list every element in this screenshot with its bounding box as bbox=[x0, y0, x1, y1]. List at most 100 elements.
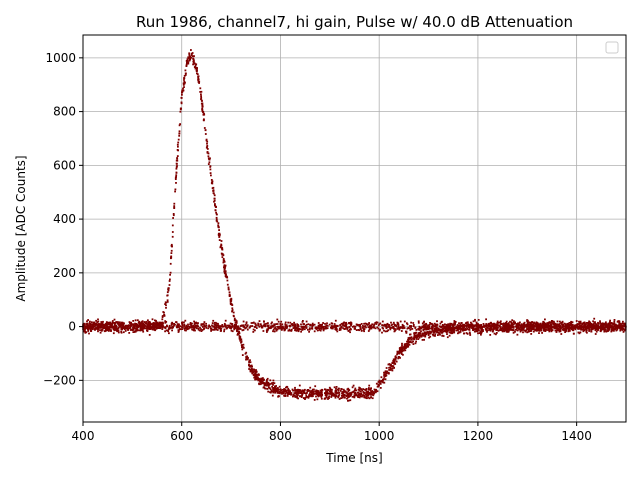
data-point bbox=[552, 326, 555, 328]
data-point bbox=[116, 321, 118, 324]
data-point bbox=[200, 93, 202, 96]
data-point bbox=[217, 226, 220, 229]
data-point bbox=[418, 325, 421, 328]
data-point bbox=[359, 395, 361, 398]
data-point bbox=[566, 322, 569, 325]
data-point bbox=[358, 386, 361, 389]
data-point bbox=[349, 331, 351, 334]
data-point bbox=[154, 326, 156, 328]
data-point bbox=[194, 324, 197, 327]
data-point bbox=[449, 323, 452, 326]
data-point bbox=[342, 322, 345, 324]
data-point bbox=[373, 326, 375, 329]
data-point bbox=[325, 325, 327, 328]
data-point bbox=[297, 397, 299, 400]
data-point bbox=[88, 322, 91, 325]
data-point bbox=[175, 174, 178, 177]
data-point bbox=[300, 390, 303, 393]
data-point bbox=[512, 329, 515, 332]
data-point bbox=[302, 327, 305, 330]
data-point bbox=[479, 330, 482, 333]
data-point bbox=[108, 330, 110, 332]
data-point bbox=[495, 332, 498, 334]
data-point bbox=[305, 320, 308, 323]
data-point bbox=[187, 323, 189, 326]
data-point bbox=[490, 324, 493, 326]
data-point bbox=[193, 61, 195, 63]
data-point bbox=[367, 330, 370, 332]
data-point bbox=[594, 333, 597, 335]
data-point bbox=[352, 390, 355, 393]
data-point bbox=[516, 323, 518, 326]
data-point bbox=[275, 390, 277, 393]
data-point bbox=[522, 322, 525, 325]
data-point bbox=[171, 245, 173, 248]
data-point bbox=[101, 328, 104, 331]
data-point bbox=[284, 392, 287, 395]
y-tick-label: 1000 bbox=[45, 51, 76, 65]
data-point bbox=[149, 323, 152, 326]
data-point bbox=[178, 130, 181, 133]
data-point bbox=[369, 389, 372, 391]
data-point bbox=[422, 334, 425, 337]
data-point bbox=[581, 323, 583, 325]
data-point bbox=[124, 325, 127, 328]
data-point bbox=[396, 327, 399, 330]
data-point bbox=[445, 330, 448, 333]
data-point bbox=[564, 325, 567, 327]
data-point bbox=[566, 325, 569, 328]
data-point bbox=[138, 320, 141, 323]
data-point bbox=[320, 326, 323, 329]
data-point bbox=[393, 323, 396, 326]
data-point bbox=[623, 325, 626, 328]
data-point bbox=[339, 324, 342, 326]
data-point bbox=[260, 325, 263, 327]
data-point bbox=[568, 324, 571, 327]
data-point bbox=[362, 394, 364, 396]
data-point bbox=[429, 327, 431, 330]
data-point bbox=[468, 326, 470, 328]
data-point bbox=[308, 389, 311, 392]
data-point bbox=[358, 392, 361, 395]
data-point bbox=[440, 331, 443, 334]
data-point bbox=[590, 328, 592, 331]
data-point bbox=[602, 324, 605, 327]
data-point bbox=[273, 327, 276, 330]
data-point bbox=[151, 318, 154, 321]
data-point bbox=[311, 324, 314, 327]
data-point bbox=[234, 323, 236, 326]
data-point bbox=[446, 336, 449, 339]
data-point bbox=[553, 320, 555, 323]
data-point bbox=[341, 395, 343, 397]
data-point bbox=[384, 374, 387, 376]
data-point bbox=[90, 327, 92, 330]
data-point bbox=[183, 79, 185, 81]
data-point bbox=[157, 326, 160, 329]
data-point bbox=[597, 323, 600, 325]
data-point bbox=[319, 327, 322, 330]
data-point bbox=[441, 320, 443, 323]
data-point bbox=[373, 323, 376, 326]
data-point bbox=[308, 395, 311, 398]
data-point bbox=[189, 58, 192, 60]
data-point bbox=[510, 322, 513, 325]
data-point bbox=[498, 329, 501, 332]
data-point bbox=[322, 327, 325, 330]
data-point bbox=[614, 328, 617, 330]
data-point bbox=[462, 326, 464, 329]
data-point bbox=[178, 124, 181, 127]
data-point bbox=[494, 323, 497, 326]
data-point bbox=[161, 315, 164, 317]
data-point bbox=[137, 326, 139, 329]
data-point bbox=[98, 323, 100, 326]
data-point bbox=[337, 390, 340, 392]
data-point bbox=[370, 327, 373, 330]
data-points bbox=[82, 49, 627, 402]
data-point bbox=[623, 328, 626, 331]
data-point bbox=[203, 127, 206, 129]
data-point bbox=[320, 325, 323, 327]
data-point bbox=[173, 205, 176, 207]
data-point bbox=[354, 325, 357, 328]
data-point bbox=[487, 329, 489, 332]
data-point bbox=[163, 326, 166, 329]
